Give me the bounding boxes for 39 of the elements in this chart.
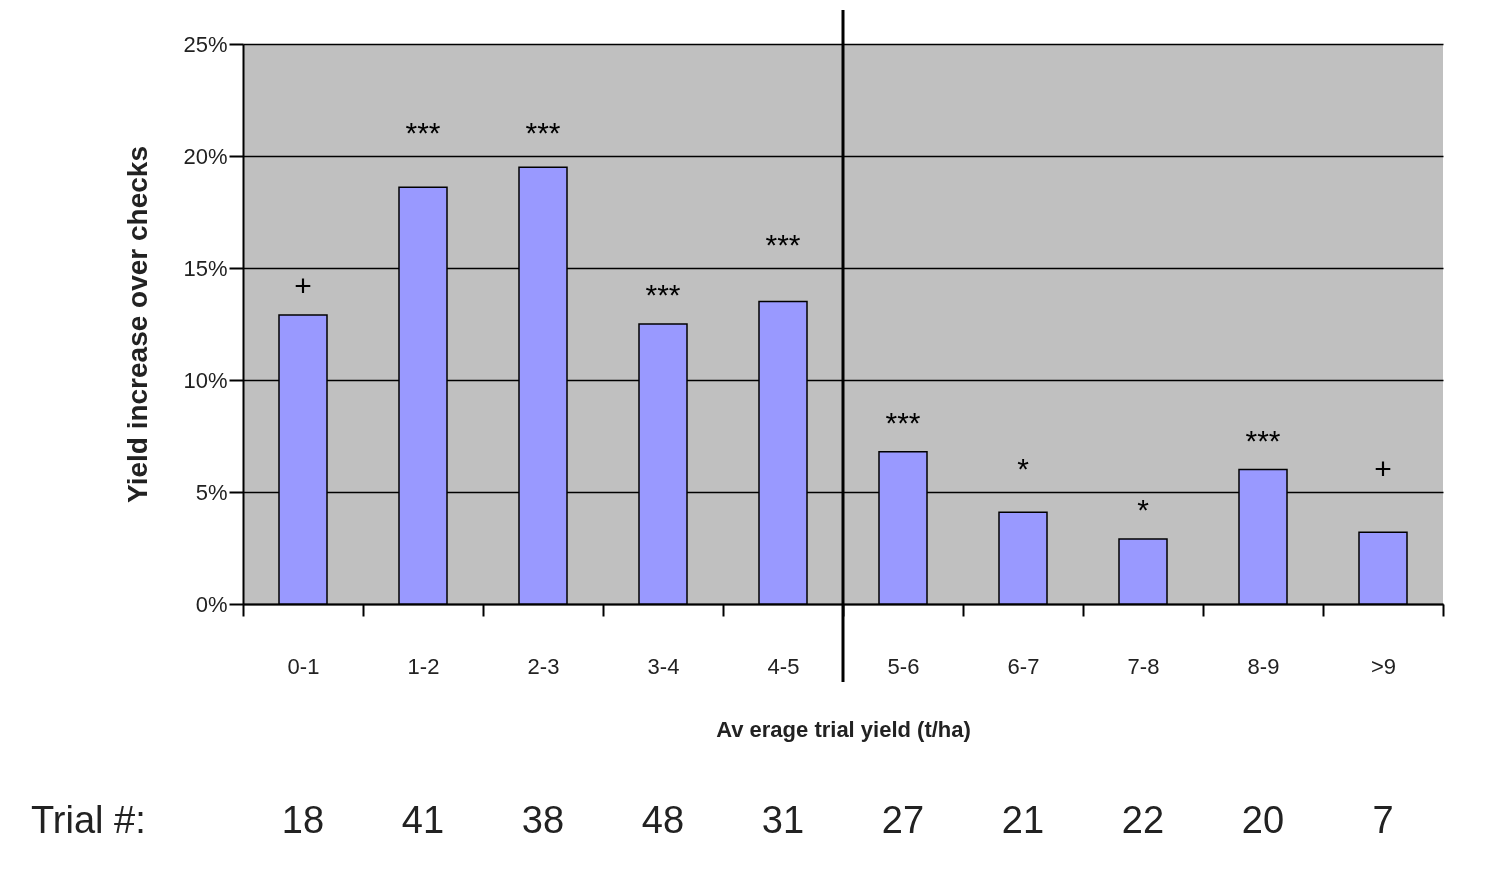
annotation: *** [405, 115, 441, 149]
y-tick-label: 5% [195, 479, 228, 505]
annotation: *** [645, 278, 681, 311]
y-axis-title: Yield increase over checks [122, 146, 154, 503]
y-tick-label: 0% [195, 591, 228, 617]
y-tick-label: 15% [183, 255, 228, 281]
x-tick-label: >9 [1370, 653, 1397, 679]
annotation: + [294, 269, 312, 303]
x-tick-label: 3-4 [647, 653, 680, 679]
x-tick-label: 6-7 [1007, 653, 1040, 679]
text: 31 [761, 799, 805, 841]
x-tick-label: 0-1 [287, 653, 320, 679]
annotation: *** [1245, 423, 1281, 457]
annotation: + [1374, 451, 1392, 485]
annotation: *** [765, 227, 801, 261]
x-tick-label: 1-2 [407, 653, 440, 679]
text: 27 [881, 799, 925, 841]
text: 48 [641, 799, 685, 841]
x-tick-label: 8-9 [1247, 653, 1280, 679]
text: 20 [1241, 799, 1285, 841]
x-tick-label: 4-5 [767, 653, 800, 679]
text: 21 [1001, 799, 1045, 841]
x-axis-title: Av erage trial yield (t/ha) [716, 716, 971, 742]
text: 7 [1372, 799, 1394, 841]
x-tick-label: 5-6 [887, 653, 920, 679]
text: 38 [521, 799, 565, 841]
text: 18 [281, 799, 325, 841]
x-tick-label: 7-8 [1127, 653, 1160, 679]
x-tick-label: 2-3 [527, 653, 560, 679]
y-tick-label: 25% [183, 31, 228, 57]
text: 22 [1121, 799, 1165, 841]
text: 41 [401, 799, 445, 841]
annotation: * [1017, 451, 1030, 485]
annotation: *** [885, 405, 921, 439]
annotation: * [1137, 493, 1150, 527]
text: Trial #: [31, 799, 146, 841]
y-tick-label: 20% [183, 143, 228, 169]
y-tick-label: 10% [183, 367, 228, 393]
annotation: *** [525, 115, 561, 149]
